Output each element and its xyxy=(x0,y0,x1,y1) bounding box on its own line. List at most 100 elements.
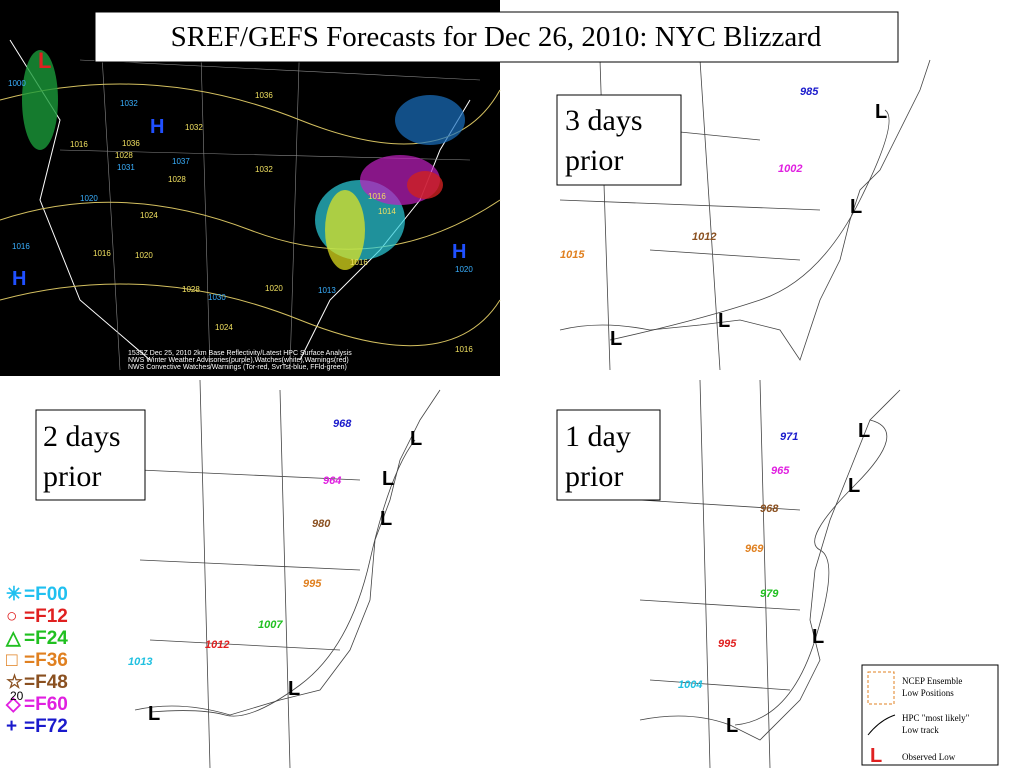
key-text: Observed Low xyxy=(902,752,956,762)
track-low: L xyxy=(848,475,860,497)
isobar-label: 1014 xyxy=(378,207,396,216)
panel-label: prior xyxy=(565,460,623,493)
pressure-label: 985 xyxy=(800,86,819,98)
legend-symbol: □ xyxy=(6,650,18,671)
legend-label: =F72 xyxy=(24,716,68,737)
high-symbol: H xyxy=(150,116,164,138)
isobar-labels: 1000 1032 1036 1036 1032 1028 1031 1037 1016 1028… xyxy=(8,79,473,354)
key-text: HPC "most likely" xyxy=(902,713,970,723)
legend-symbol: + xyxy=(6,716,17,737)
legend-label: =F00 xyxy=(24,584,68,605)
panel-label: 2 days xyxy=(43,420,121,453)
legend-symbol: ○ xyxy=(6,606,17,627)
legend-label: =F60 xyxy=(24,694,68,715)
isobar-label: 1028 xyxy=(115,151,133,160)
legend-symbol: △ xyxy=(5,628,22,649)
legend-label: =F24 xyxy=(24,628,68,649)
legend-label: =F36 xyxy=(24,650,68,671)
radar-caption: 1535Z Dec 25, 2010 2km Base Reflectivity… xyxy=(128,350,352,357)
pressure-label: 1012 xyxy=(692,231,716,243)
pressure-label: 965 xyxy=(771,465,790,477)
low-symbol: L xyxy=(38,48,51,73)
key-text: NCEP Ensemble xyxy=(902,676,962,686)
pressure-label: 979 xyxy=(760,588,779,600)
title: SREF/GEFS Forecasts for Dec 26, 2010: NY… xyxy=(171,21,822,53)
pressure-label: 968 xyxy=(760,503,779,515)
isobar-label: 1028 xyxy=(182,285,200,294)
legend-label: =F48 xyxy=(24,672,68,693)
track-low: L xyxy=(410,428,422,450)
track-low: L xyxy=(380,508,392,530)
track-low: L xyxy=(382,468,394,490)
pressure-label: 995 xyxy=(303,578,322,590)
title-box xyxy=(94,11,899,63)
isobar-label: 1024 xyxy=(215,323,233,332)
pressure-label: 1013 xyxy=(128,656,152,668)
track-low: L xyxy=(875,101,887,123)
track-low: L xyxy=(850,196,862,218)
isobar-label: 1032 xyxy=(185,123,203,132)
track-low: L xyxy=(288,678,300,700)
pressure-labels: 985 1002 1012 1015 968 964 980 995 1007 1012 1013 9… xyxy=(128,86,819,691)
forecast-map-3days xyxy=(559,59,931,371)
legend: ✳ =F00 ○ =F12△ =F24 □ =F36☆ =F48◇ =F60 + =F72 xyxy=(5,584,68,737)
isobar-label: 1000 xyxy=(8,79,26,88)
isobar-label: 1037 xyxy=(172,157,190,166)
radar-caption: NWS Convective Watches/Warnings (Tor-red… xyxy=(128,364,347,371)
forecast-map-2days xyxy=(134,379,441,768)
isobar-label: 1032 xyxy=(120,99,138,108)
legend-symbol: ☆ xyxy=(6,672,23,693)
isobar-label: 1020 xyxy=(80,194,98,203)
pressure-label: 1015 xyxy=(560,249,585,261)
pressure-label: 969 xyxy=(745,543,764,555)
track-low: L xyxy=(148,703,160,725)
isobar-label: 1036 xyxy=(255,91,273,100)
pressure-label: 1012 xyxy=(205,639,229,651)
isobar-label: 1016 xyxy=(350,258,368,267)
key-box xyxy=(861,664,999,766)
panel-label: prior xyxy=(565,144,623,177)
legend-symbol: ✳ xyxy=(6,584,22,605)
track-low: L xyxy=(812,626,824,648)
pressure-label: 1002 xyxy=(778,163,802,175)
slide-number: 20 xyxy=(10,689,24,703)
pressure-label: 1004 xyxy=(678,679,702,691)
high-symbol: H xyxy=(452,241,466,263)
svg-text:L: L xyxy=(870,745,882,767)
panel-label-box xyxy=(35,409,146,501)
key-text: Low Positions xyxy=(902,688,954,698)
high-symbol: H xyxy=(12,268,26,290)
key-text: Low track xyxy=(902,725,939,735)
pressure-label: 980 xyxy=(312,518,331,530)
isobar-label: 1020 xyxy=(455,265,473,274)
pressure-label: 968 xyxy=(333,418,352,430)
pressure-label: 995 xyxy=(718,638,737,650)
pressure-label: 1007 xyxy=(258,619,283,631)
track-low: L xyxy=(858,420,870,442)
isobar-label: 1016 xyxy=(70,140,88,149)
panel-label-box xyxy=(556,94,682,186)
pressure-label: 971 xyxy=(780,431,798,443)
isobar-label: 1020 xyxy=(135,251,153,260)
isobar-label: 1016 xyxy=(368,192,386,201)
isobar-label: 1032 xyxy=(255,165,273,174)
isobar-label: 1028 xyxy=(168,175,186,184)
isobar-label: 1013 xyxy=(318,286,336,295)
isobar-label: 1016 xyxy=(455,345,473,354)
legend-symbol: ◇ xyxy=(5,694,22,715)
isobar-label: 1031 xyxy=(117,163,135,172)
track-low: L xyxy=(726,715,738,737)
forecast-map-1day xyxy=(639,379,901,768)
panel-label: 3 days xyxy=(565,104,643,137)
radar-map: L H H H 1000 1032 1036 1036 1032 1028 1031 1037… xyxy=(0,0,501,376)
track-low: L xyxy=(718,310,730,332)
pressure-label: 964 xyxy=(323,475,341,487)
radar-caption: NWS Winter Weather Advisories(purple),Wa… xyxy=(128,357,349,364)
isobar-label: 1020 xyxy=(265,284,283,293)
isobar-label: 1024 xyxy=(140,211,158,220)
panel-label: prior xyxy=(43,460,101,493)
isobar-label: 1030 xyxy=(208,293,226,302)
track-low: L xyxy=(610,328,622,350)
